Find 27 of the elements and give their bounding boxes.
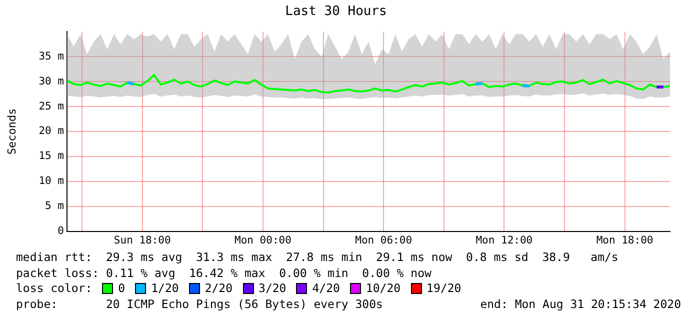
x-tick-label: Mon 18:00 [596, 234, 654, 246]
y-tick-label: 35 m [38, 50, 64, 62]
legend-label: 10/20 [366, 281, 401, 296]
legend-label: 3/20 [258, 281, 286, 296]
y-tick-label: 15 m [38, 150, 64, 162]
x-tick-label: Sun 18:00 [114, 234, 171, 246]
y-tick-label: 0 [58, 225, 64, 238]
text: probe: 20 ICMP Echo Pings (56 Bytes) every 300s [16, 296, 383, 312]
text: end: Mon Aug 31 20:15:34 2020 [480, 296, 681, 312]
legend-label: 19/20 [426, 281, 462, 296]
y-axis-title: Seconds [5, 108, 18, 155]
x-tick-label: Mon 00:00 [234, 234, 292, 246]
legend-label: 4/20 [312, 281, 340, 296]
text: packet loss: 0.11 % avg 16.42 % max 0.00 % min 0.00 % now [16, 266, 432, 281]
y-tick-label: 20 m [38, 125, 64, 138]
legend-label: 2/20 [204, 281, 233, 296]
legend-label: 0 [118, 281, 126, 296]
text: median rtt: 29.3 ms avg 31.3 ms max 27.8 ms min 29.1 ms now 0.8 ms sd 38.9 am/s [16, 250, 620, 266]
y-tick-label: 30 m [38, 75, 64, 88]
x-tick-label: Mon 06:00 [355, 234, 412, 246]
x-tick-label: Mon 12:00 [476, 234, 533, 246]
y-tick-label: 5 m [45, 200, 64, 212]
legend-label: 1/20 [151, 281, 179, 296]
y-tick-label: 10 m [38, 175, 64, 188]
chart-title: Last 30 Hours [285, 4, 387, 20]
legend-title: loss color: [16, 281, 92, 296]
y-tick-label: 25 m [38, 100, 64, 112]
